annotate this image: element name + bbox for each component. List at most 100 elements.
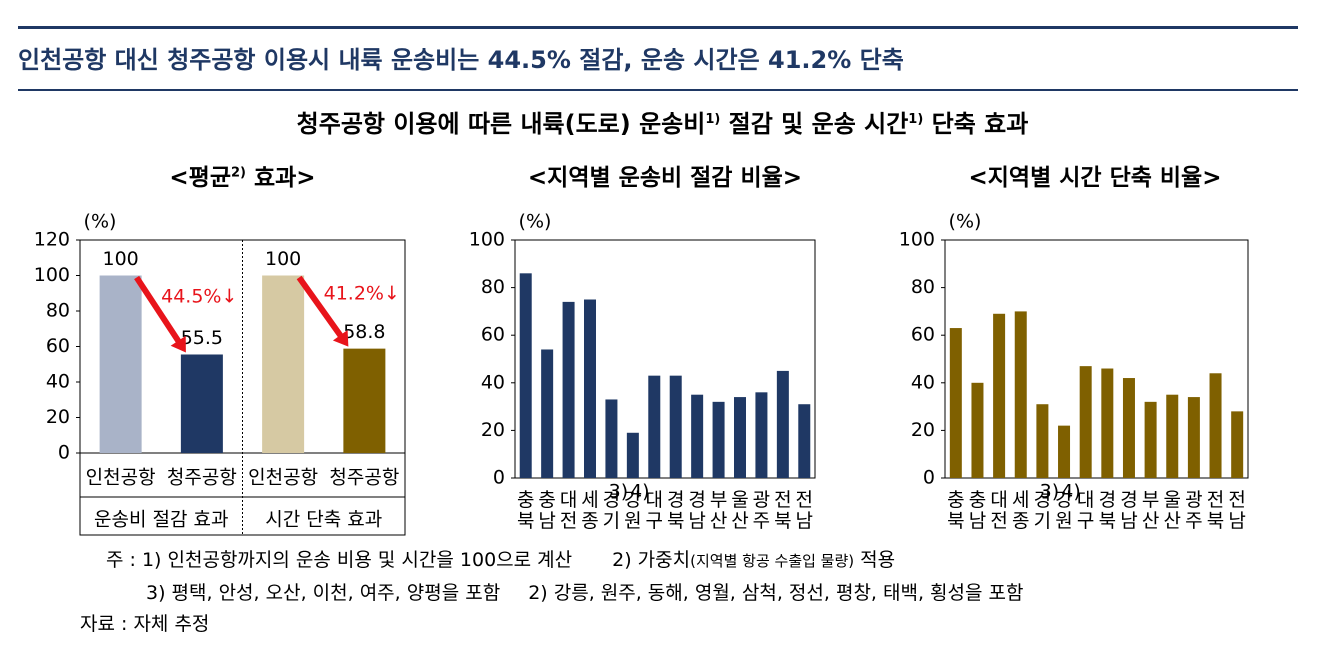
top-rule — [18, 26, 1298, 29]
y-tick-label: 60 — [46, 335, 70, 357]
y-tick-label: 100 — [469, 229, 505, 251]
bottom-rule — [18, 89, 1298, 91]
bar — [1166, 394, 1179, 478]
bar — [993, 313, 1006, 478]
chart-title: <평균2) 효과> — [80, 158, 405, 192]
bar — [712, 401, 725, 478]
y-tick-label: 40 — [481, 371, 505, 393]
y-tick-label: 20 — [46, 406, 70, 428]
value-label: 55.5 — [181, 327, 223, 349]
bar — [1231, 411, 1244, 478]
y-axis-label: (%) — [84, 211, 117, 233]
main-title-text: 절감 및 운송 시간 — [720, 110, 909, 138]
bar — [1036, 404, 1049, 478]
bar — [1101, 368, 1114, 478]
y-tick-label: 60 — [911, 324, 935, 346]
arrow — [296, 275, 346, 341]
chart-title: <지역별 운송비 절감 비율> — [527, 165, 803, 191]
y-tick-label: 0 — [493, 467, 505, 489]
bar — [541, 349, 554, 478]
y-tick-label: 80 — [481, 276, 505, 298]
header-title: 인천공항 대신 청주공항 이용시 내륙 운송비는 44.5% 절감, 운송 시간… — [18, 46, 904, 74]
chart-title: <지역별 시간 단축 비율> — [968, 165, 1222, 191]
bar — [180, 354, 223, 453]
x-tick-label: 인천공항 — [248, 467, 318, 489]
group-label: 시간 단축 효과 — [265, 509, 382, 531]
main-title-text: 청주공항 이용에 따른 내륙(도로) 운송비 — [296, 110, 706, 138]
source-line: 자료 : 자체 추정 — [80, 609, 209, 636]
bar — [1014, 311, 1027, 478]
value-label: 58.8 — [343, 321, 385, 343]
y-tick-label: 80 — [911, 276, 935, 298]
source: 자체 추정 — [133, 613, 210, 635]
chart-title-text: 효과> — [245, 165, 316, 191]
note: 3) 평택, 안성, 오산, 이천, 여주, 양평을 포함 — [146, 582, 501, 604]
footnote-mark: 4) — [1061, 481, 1081, 503]
bar — [562, 301, 575, 478]
y-axis-label: (%) — [519, 211, 552, 233]
footnote-mark: 4) — [630, 481, 650, 503]
note: 적용 — [854, 549, 896, 571]
note-line: 주 : 1) 인천공항까지의 운송 비용 및 시간을 100으로 계산 2) 가중… — [106, 545, 895, 572]
note-label: 주 : — [106, 549, 136, 571]
y-tick-label: 60 — [481, 324, 505, 346]
bar — [971, 382, 984, 478]
note: 2) 가중치 — [612, 549, 691, 571]
group-label: 운송비 절감 효과 — [94, 509, 228, 531]
bar — [1209, 373, 1222, 478]
y-tick-label: 40 — [46, 371, 70, 393]
y-tick-label: 0 — [58, 442, 70, 464]
y-tick-label: 80 — [46, 300, 70, 322]
bar — [343, 348, 386, 453]
footnote-mark: 1) — [908, 112, 924, 127]
value-label: 100 — [102, 248, 138, 270]
bar — [605, 399, 618, 478]
y-tick-label: 40 — [911, 371, 935, 393]
x-tick-label: 청주공항 — [329, 467, 399, 489]
annotation: 44.5%↓ — [161, 285, 237, 307]
bar — [1079, 366, 1092, 478]
x-tick-label: 인천공항 — [86, 467, 156, 489]
bar — [1144, 401, 1157, 478]
note: (지역별 항공 수출입 물량) — [690, 552, 855, 570]
main-title: 청주공항 이용에 따른 내륙(도로) 운송비1) 절감 및 운송 시간1) 단축… — [0, 104, 1325, 139]
y-tick-label: 20 — [911, 419, 935, 441]
bar — [669, 375, 682, 478]
x-tick-label: 청주공항 — [167, 467, 237, 489]
y-axis-label: (%) — [949, 211, 982, 233]
arrow — [134, 275, 183, 346]
y-tick-label: 100 — [34, 264, 70, 286]
footnote-mark: 2) — [230, 165, 246, 181]
source-label: 자료 : — [80, 613, 128, 635]
y-tick-label: 0 — [923, 467, 935, 489]
bar — [1187, 397, 1200, 478]
annotation: 41.2%↓ — [324, 283, 400, 305]
y-tick-label: 120 — [34, 229, 70, 251]
bar — [1058, 425, 1071, 478]
bar — [798, 404, 811, 478]
frame — [514, 239, 816, 479]
